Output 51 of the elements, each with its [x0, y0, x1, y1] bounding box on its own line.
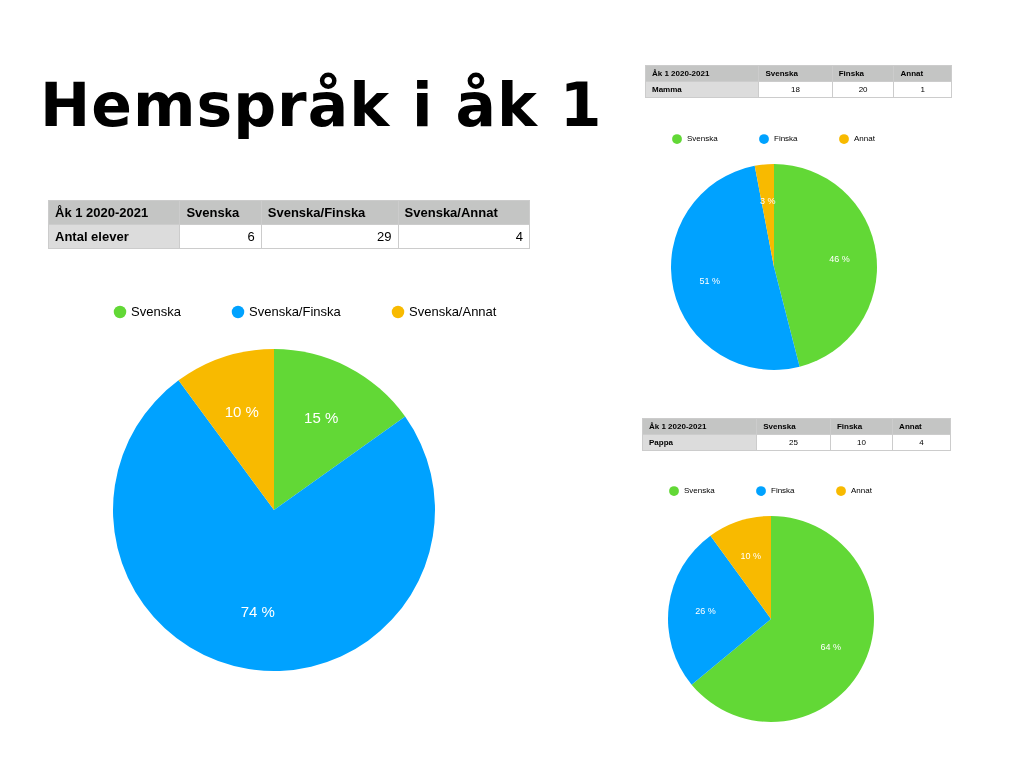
legend-label: Svenska/Annat	[409, 304, 497, 319]
legend-label: Svenska	[687, 134, 719, 144]
pie-slice	[710, 516, 771, 619]
category-label: Finska	[830, 418, 893, 435]
legend-label: Finska	[774, 134, 799, 144]
legend-label: Svenska	[131, 304, 182, 319]
data-label: 15 %	[304, 409, 339, 427]
text: Åk 1 2020-2021	[48, 200, 180, 225]
data-label: 10	[830, 434, 893, 451]
pie-slice	[668, 535, 771, 685]
category-label: Annat	[892, 418, 951, 435]
data-label: 4	[892, 434, 951, 451]
text: Pappa	[642, 434, 757, 451]
pie-slice	[774, 164, 877, 367]
pie-slice	[178, 349, 274, 510]
category-label: Svenska/Finska	[261, 200, 399, 225]
text: Åk 1 2020-2021	[642, 418, 757, 435]
category-label: Finska	[832, 65, 894, 82]
text: Hemspråk i åk 1	[40, 70, 603, 140]
text: Antal elever	[48, 224, 180, 249]
legend-label: Finska	[771, 486, 796, 496]
data-label: 74 %	[240, 602, 275, 620]
data-label: 18	[758, 81, 833, 98]
category-label: Svenska	[179, 200, 262, 225]
data-label: 20	[832, 81, 894, 98]
pie-slice	[274, 349, 406, 510]
text: Mamma	[645, 81, 759, 98]
legend-label: Svenska/Finska	[249, 304, 342, 319]
text: Åk 1 2020-2021	[645, 65, 759, 82]
category-label: Svenska/Annat	[398, 200, 530, 225]
pie-slice	[113, 380, 435, 671]
data-label: 10 %	[740, 551, 761, 562]
category-label: Annat	[893, 65, 952, 82]
data-label: 29	[261, 224, 399, 249]
legend-label: Annat	[851, 486, 873, 496]
data-label: 25	[756, 434, 831, 451]
data-label: 10 %	[224, 403, 259, 421]
data-label: 51 %	[699, 276, 720, 287]
data-label: 64 %	[820, 642, 841, 653]
data-label: 4	[398, 224, 530, 249]
data-label: 1	[893, 81, 952, 98]
data-label: 26 %	[695, 605, 716, 616]
data-label: 6	[179, 224, 262, 249]
pie-slice	[691, 516, 874, 722]
pie-slice	[671, 165, 800, 370]
category-label: Svenska	[758, 65, 833, 82]
legend-label: Svenska	[684, 486, 716, 496]
legend-label: Annat	[854, 134, 876, 144]
category-label: Svenska	[756, 418, 831, 435]
data-label: 46 %	[829, 253, 850, 264]
pie-slice	[754, 164, 774, 267]
